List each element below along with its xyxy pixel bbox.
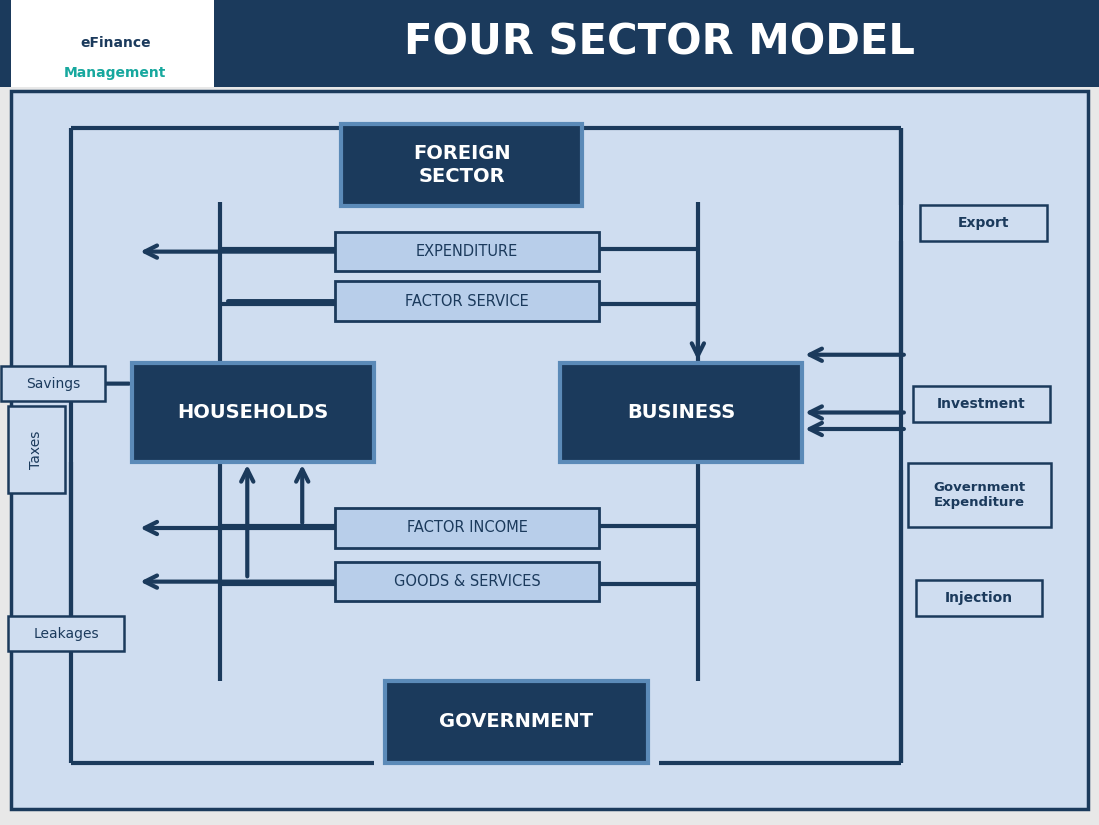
FancyBboxPatch shape	[560, 363, 802, 462]
Text: Injection: Injection	[945, 592, 1013, 605]
FancyBboxPatch shape	[335, 232, 599, 271]
FancyBboxPatch shape	[1, 366, 106, 401]
Text: Leakages: Leakages	[33, 627, 99, 640]
FancyBboxPatch shape	[0, 0, 1099, 87]
Text: FOUR SECTOR MODEL: FOUR SECTOR MODEL	[404, 22, 914, 64]
Text: FOREIGN
SECTOR: FOREIGN SECTOR	[413, 144, 510, 186]
Text: Management: Management	[64, 66, 167, 79]
Text: eFinance: eFinance	[80, 36, 151, 50]
Text: FACTOR SERVICE: FACTOR SERVICE	[406, 294, 529, 309]
Text: Savings: Savings	[25, 377, 80, 390]
FancyBboxPatch shape	[335, 508, 599, 548]
FancyBboxPatch shape	[341, 124, 582, 206]
FancyBboxPatch shape	[8, 406, 65, 493]
FancyBboxPatch shape	[921, 205, 1047, 241]
Text: HOUSEHOLDS: HOUSEHOLDS	[177, 403, 329, 422]
FancyBboxPatch shape	[132, 363, 374, 462]
FancyBboxPatch shape	[917, 580, 1042, 616]
FancyBboxPatch shape	[912, 386, 1051, 422]
Text: Taxes: Taxes	[30, 431, 43, 469]
FancyBboxPatch shape	[335, 562, 599, 601]
Text: Export: Export	[958, 216, 1009, 229]
Text: BUSINESS: BUSINESS	[628, 403, 735, 422]
Text: EXPENDITURE: EXPENDITURE	[415, 244, 519, 259]
Text: Investment: Investment	[937, 398, 1025, 411]
FancyBboxPatch shape	[9, 616, 123, 651]
FancyBboxPatch shape	[11, 91, 1088, 808]
Text: Government
Expenditure: Government Expenditure	[933, 481, 1025, 509]
FancyBboxPatch shape	[335, 281, 599, 321]
Text: GOODS & SERVICES: GOODS & SERVICES	[393, 574, 541, 589]
Text: FACTOR INCOME: FACTOR INCOME	[407, 521, 528, 535]
FancyBboxPatch shape	[908, 463, 1051, 527]
FancyBboxPatch shape	[385, 681, 648, 763]
FancyBboxPatch shape	[11, 0, 214, 87]
Text: GOVERNMENT: GOVERNMENT	[440, 712, 593, 732]
